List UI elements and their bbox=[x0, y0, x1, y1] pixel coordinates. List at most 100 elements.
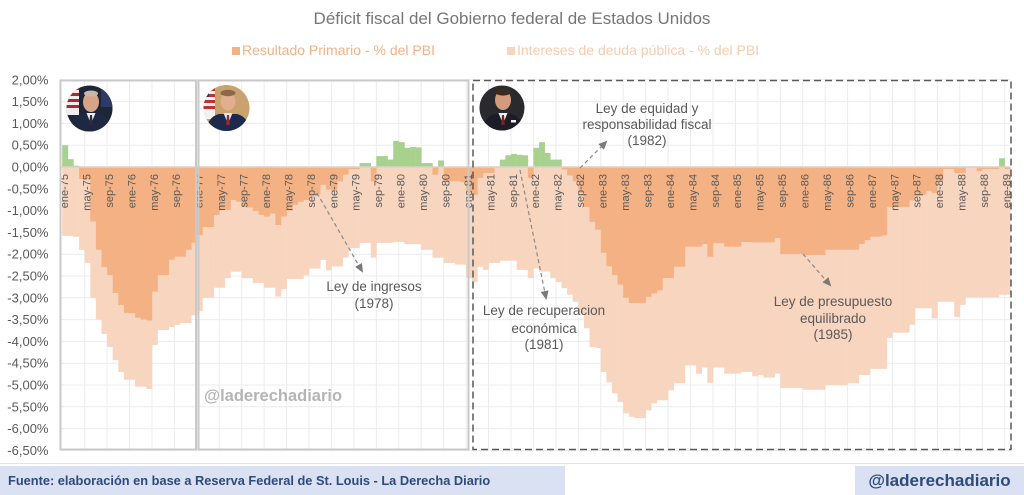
primary-deficit-bar bbox=[95, 167, 102, 250]
primary-deficit-bar bbox=[931, 167, 938, 194]
x-tick-label: may-79 bbox=[351, 174, 363, 211]
interest-bar bbox=[701, 244, 708, 368]
primary-deficit-bar bbox=[185, 167, 192, 250]
x-tick-label: may-81 bbox=[485, 174, 497, 211]
interest-bar bbox=[931, 193, 938, 319]
primary-surplus-bar bbox=[415, 147, 422, 167]
interest-bar bbox=[62, 167, 69, 236]
x-tick-label: ene-82 bbox=[530, 174, 542, 208]
primary-deficit-bar bbox=[797, 167, 804, 255]
interest-bar bbox=[583, 207, 590, 329]
primary-deficit-bar bbox=[247, 167, 254, 208]
x-tick-label: may-80 bbox=[418, 174, 430, 211]
primary-deficit-bar bbox=[914, 167, 921, 195]
primary-deficit-bar bbox=[926, 167, 933, 191]
primary-deficit-bar bbox=[898, 167, 904, 208]
interest-bar bbox=[841, 249, 848, 385]
interest-bar bbox=[914, 194, 921, 309]
interest-bar bbox=[247, 207, 254, 279]
primary-deficit-bar bbox=[567, 167, 574, 176]
interest-bar bbox=[550, 167, 557, 279]
primary-surplus-bar bbox=[555, 159, 562, 167]
primary-surplus-bar bbox=[410, 146, 416, 167]
interest-bar bbox=[634, 303, 641, 419]
watermark: @laderechadiario bbox=[204, 387, 342, 405]
x-tick-label: may-76 bbox=[149, 174, 161, 211]
primary-surplus-bar bbox=[499, 159, 506, 167]
y-tick-label: -1,00% bbox=[7, 203, 49, 218]
interest-bar bbox=[297, 201, 304, 280]
interest-bar bbox=[791, 254, 798, 389]
primary-deficit-bar bbox=[712, 167, 719, 244]
interest-bar bbox=[196, 235, 203, 311]
primary-deficit-bar bbox=[785, 167, 792, 255]
interest-bar bbox=[993, 169, 1000, 298]
interest-bar bbox=[774, 238, 781, 374]
primary-deficit-bar bbox=[982, 167, 989, 170]
primary-deficit-bar bbox=[875, 167, 882, 237]
x-tick-label: ene-75 bbox=[59, 174, 71, 208]
x-tick-label: sep-79 bbox=[373, 174, 385, 208]
interest-bar bbox=[342, 174, 349, 258]
interest-bar bbox=[213, 214, 220, 288]
interest-bar bbox=[381, 167, 388, 243]
primary-deficit-bar bbox=[353, 167, 360, 170]
interest-bar bbox=[73, 167, 80, 237]
primary-deficit-bar bbox=[668, 167, 674, 279]
interest-bar bbox=[79, 179, 85, 250]
interest-bar bbox=[729, 246, 736, 374]
primary-deficit-bar bbox=[937, 167, 944, 182]
interest-bar bbox=[482, 173, 489, 270]
primary-deficit-bar bbox=[196, 167, 203, 236]
primary-surplus-bar bbox=[398, 142, 405, 167]
primary-deficit-bar bbox=[219, 167, 226, 211]
primary-surplus-bar bbox=[505, 155, 512, 167]
interest-bar bbox=[118, 305, 125, 372]
primary-deficit-bar bbox=[309, 167, 315, 195]
chart-plot: ene-75 may-75 sep-75 ene-76 may-76 sep-76 ene-… bbox=[7, 72, 1013, 458]
primary-deficit-bar bbox=[696, 167, 703, 247]
primary-deficit-bar bbox=[432, 167, 439, 175]
annotation-text: (1978) bbox=[354, 296, 393, 311]
primary-deficit-bar bbox=[684, 167, 691, 247]
primary-surplus-bar bbox=[522, 155, 529, 167]
interest-bar bbox=[802, 255, 809, 390]
primary-deficit-bar bbox=[673, 167, 680, 267]
primary-deficit-bar bbox=[589, 167, 596, 222]
interest-bar bbox=[1004, 169, 1011, 295]
primary-deficit-bar bbox=[488, 167, 495, 174]
interest-bar bbox=[477, 177, 484, 267]
y-tick-label: -2,00% bbox=[7, 247, 49, 262]
x-tick-label: sep-86 bbox=[844, 174, 856, 208]
interest-bar bbox=[95, 249, 102, 320]
primary-deficit-bar bbox=[881, 167, 888, 236]
interest-bar bbox=[757, 242, 764, 375]
interest-bar bbox=[449, 181, 456, 263]
x-tick-label: sep-77 bbox=[239, 174, 251, 208]
primary-surplus-bar bbox=[387, 159, 394, 167]
y-tick-label: -3,50% bbox=[7, 312, 49, 327]
interest-bar bbox=[191, 242, 198, 316]
primary-deficit-bar bbox=[690, 167, 697, 247]
interest-bar bbox=[942, 169, 949, 302]
x-tick-label: ene-80 bbox=[396, 174, 408, 208]
primary-deficit-bar bbox=[482, 167, 489, 174]
interest-bar bbox=[544, 167, 551, 272]
x-tick-label: ene-84 bbox=[665, 174, 677, 208]
primary-deficit-bar bbox=[174, 167, 181, 257]
annotation-text: Ley de ingresos bbox=[326, 279, 422, 294]
interest-bar bbox=[656, 290, 663, 401]
primary-deficit-bar bbox=[757, 167, 764, 243]
legend-item-interest: Intereses de deuda pública - % del PBI bbox=[507, 41, 759, 59]
x-tick-label: may-77 bbox=[216, 174, 228, 211]
primary-deficit-bar bbox=[325, 167, 332, 190]
primary-deficit-bar bbox=[191, 167, 198, 243]
primary-deficit-bar bbox=[112, 167, 119, 294]
interest-bar bbox=[780, 254, 787, 389]
legend-label-interest: Intereses de deuda pública - % del PBI bbox=[517, 42, 760, 58]
legend-item-primary: Resultado Primario - % del PBI bbox=[232, 41, 435, 59]
x-tick-label: may-78 bbox=[283, 174, 295, 211]
x-tick-label: ene-88 bbox=[934, 174, 946, 208]
primary-deficit-bar bbox=[825, 167, 832, 250]
y-tick-label: -4,50% bbox=[7, 356, 49, 371]
